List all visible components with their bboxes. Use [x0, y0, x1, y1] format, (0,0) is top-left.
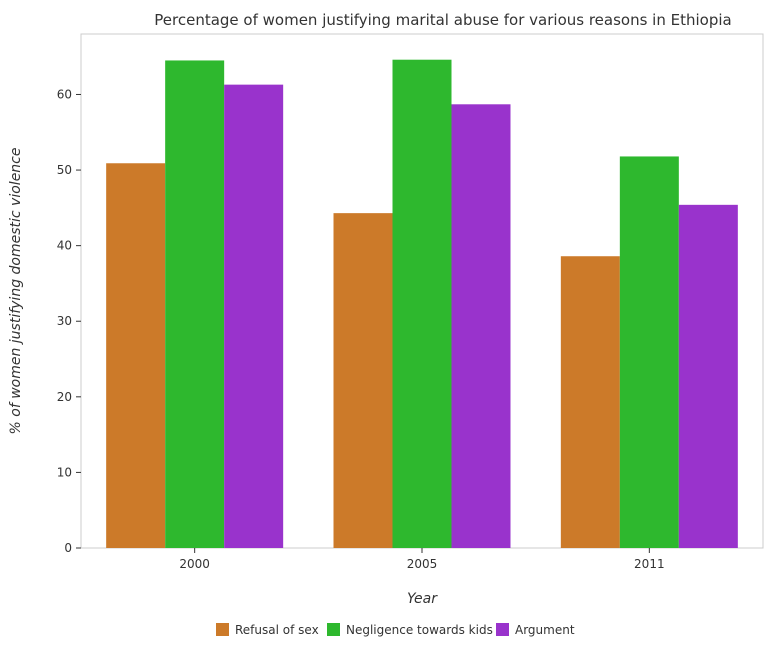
bar	[165, 60, 225, 549]
bar	[224, 84, 284, 549]
y-tick-label: 0	[64, 541, 72, 555]
legend-label: Argument	[515, 623, 575, 637]
legend-swatch	[216, 623, 229, 636]
y-tick-label: 60	[57, 87, 72, 101]
x-axis: 2000 2005 2011	[179, 548, 665, 571]
x-axis-label: Year	[407, 591, 438, 607]
x-tick-label: 2011	[634, 557, 665, 571]
chart-title: Percentage of women justifying marital a…	[154, 11, 731, 29]
bar	[619, 156, 679, 548]
y-axis: 0 10 20 30 40 50 60	[57, 87, 81, 555]
bar	[451, 104, 511, 548]
x-tick-label: 2000	[179, 557, 210, 571]
y-tick-label: 40	[57, 239, 72, 253]
bar	[392, 59, 452, 548]
y-tick-label: 10	[57, 465, 72, 479]
y-axis-label: % of women justifying domestic violence	[8, 148, 24, 435]
bars	[106, 59, 738, 549]
legend-swatch	[327, 623, 340, 636]
bar	[333, 213, 393, 549]
legend-label: Negligence towards kids	[346, 623, 493, 637]
y-tick-label: 50	[57, 163, 72, 177]
y-tick-label: 30	[57, 314, 72, 328]
legend-label: Refusal of sex	[235, 623, 319, 637]
bar	[678, 204, 738, 548]
bar	[560, 256, 620, 548]
y-tick-label: 20	[57, 390, 72, 404]
bar	[106, 163, 166, 548]
legend-swatch	[496, 623, 509, 636]
x-tick-label: 2005	[407, 557, 438, 571]
legend: Refusal of sex Negligence towards kids Arg…	[216, 623, 575, 637]
